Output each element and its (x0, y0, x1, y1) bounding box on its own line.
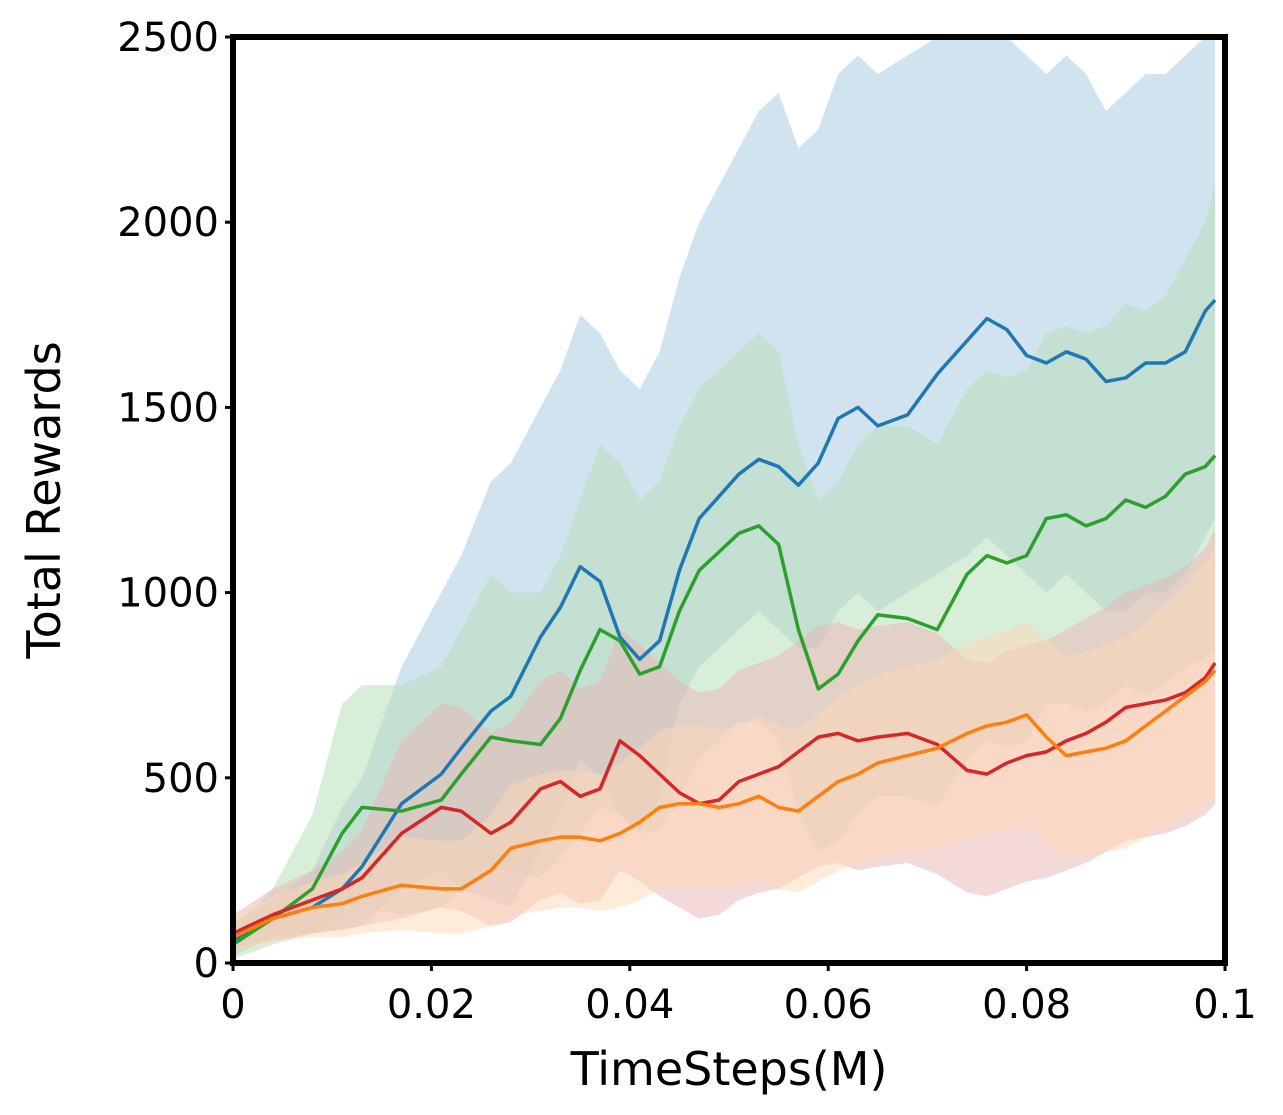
x-axis-label: TimeSteps(M) (570, 1042, 888, 1096)
y-tick-label: 1000 (117, 571, 219, 617)
x-tick-label: 0.1 (1193, 982, 1257, 1028)
x-axis-ticks: 0 0.02 0.04 0.06 0.08 0.1 (220, 963, 1257, 1028)
y-tick-label: 1500 (117, 385, 219, 431)
series-4-band (233, 548, 1216, 952)
confidence-bands (233, 37, 1216, 960)
x-tick-label: 0.04 (585, 982, 674, 1028)
x-tick-label: 0.08 (982, 982, 1071, 1028)
x-tick-label: 0.02 (387, 982, 476, 1028)
series-lines (232, 298, 1217, 946)
x-tick-label: 0.06 (784, 982, 873, 1028)
y-tick-label: 2500 (117, 15, 219, 61)
plot-frame (230, 34, 1228, 966)
y-tick-label: 500 (143, 756, 219, 802)
series-3-line (232, 662, 1217, 935)
series-4-line (232, 669, 1217, 939)
series-2-line (232, 454, 1217, 946)
series-1-line (232, 298, 1217, 943)
y-axis-label: Total Rewards (17, 341, 71, 659)
y-axis-ticks: 0 500 1000 1500 2000 2500 (117, 15, 233, 987)
y-tick-label: 2000 (117, 200, 219, 246)
y-tick-label: 0 (194, 941, 219, 987)
x-tick-label: 0 (220, 982, 245, 1028)
